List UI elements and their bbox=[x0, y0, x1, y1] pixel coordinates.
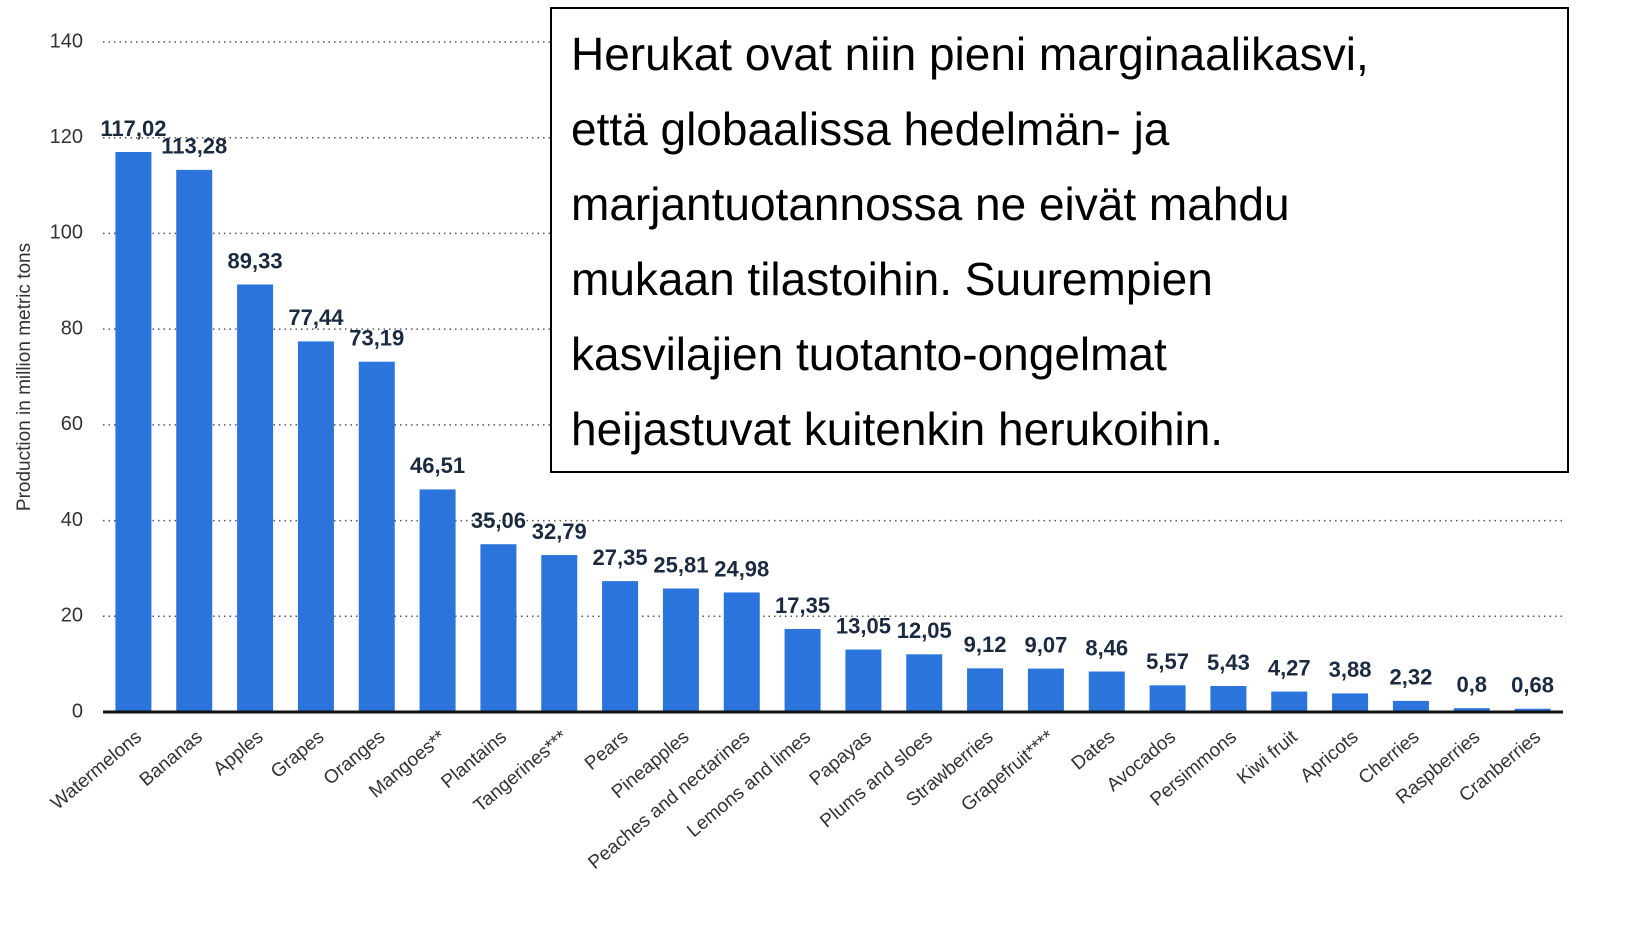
value-label: 8,46 bbox=[1085, 635, 1128, 660]
y-tick-label: 20 bbox=[61, 605, 83, 627]
x-tick-label: Apples bbox=[210, 727, 268, 780]
bar bbox=[784, 628, 821, 712]
value-label: 46,51 bbox=[410, 453, 465, 478]
bar bbox=[845, 649, 882, 712]
value-label: 77,44 bbox=[288, 305, 344, 330]
bar bbox=[1210, 686, 1247, 712]
value-label: 3,88 bbox=[1329, 657, 1372, 682]
y-tick-label: 80 bbox=[61, 317, 83, 339]
x-tick-label: Dates bbox=[1068, 727, 1120, 775]
annotation-line: Herukat ovat niin pieni marginaalikasvi, bbox=[571, 28, 1369, 80]
y-tick-label: 100 bbox=[50, 222, 83, 244]
bar bbox=[237, 284, 274, 712]
annotation-line: kasvilajien tuotanto-ongelmat bbox=[571, 328, 1167, 380]
value-label: 113,28 bbox=[161, 134, 227, 159]
value-label: 0,8 bbox=[1456, 672, 1487, 697]
bar bbox=[602, 581, 639, 712]
bar bbox=[967, 668, 1004, 712]
bar bbox=[480, 544, 517, 712]
bar bbox=[1392, 700, 1429, 712]
bar bbox=[723, 592, 760, 712]
bar bbox=[1149, 685, 1186, 712]
value-label: 13,05 bbox=[836, 613, 891, 638]
y-tick-label: 120 bbox=[50, 126, 83, 148]
value-label: 27,35 bbox=[593, 545, 648, 570]
value-label: 9,12 bbox=[964, 632, 1007, 657]
annotation-line: marjantuotannossa ne eivät mahdu bbox=[571, 178, 1290, 230]
bar bbox=[906, 654, 943, 712]
value-label: 5,43 bbox=[1207, 650, 1250, 675]
value-label: 9,07 bbox=[1025, 632, 1068, 657]
y-tick-label: 40 bbox=[61, 509, 83, 531]
value-label: 0,68 bbox=[1511, 673, 1554, 698]
value-label: 117,02 bbox=[100, 116, 166, 141]
bar bbox=[1332, 693, 1369, 712]
value-label: 2,32 bbox=[1390, 665, 1433, 690]
bar bbox=[541, 555, 578, 712]
x-tick-label: Bananas bbox=[136, 727, 207, 791]
x-tick-label: Pears bbox=[581, 727, 633, 775]
value-label: 89,33 bbox=[228, 248, 283, 273]
bar bbox=[358, 361, 395, 712]
y-tick-label: 140 bbox=[50, 30, 83, 52]
annotation-box bbox=[550, 7, 1569, 473]
value-label: 32,79 bbox=[532, 519, 587, 544]
x-tick-label: Plums and sloes bbox=[816, 727, 936, 833]
annotation-line: heijastuvat kuitenkin herukoihin. bbox=[571, 403, 1223, 455]
bar bbox=[1027, 668, 1064, 712]
annotation-line: mukaan tilastoihin. Suurempien bbox=[571, 253, 1213, 305]
x-tick-label: Kiwi fruit bbox=[1233, 726, 1302, 789]
x-tick-label: Watermelons bbox=[47, 727, 146, 815]
value-label: 12,05 bbox=[897, 618, 952, 643]
value-label: 73,19 bbox=[349, 326, 404, 351]
bar bbox=[1271, 691, 1308, 712]
value-label: 24,98 bbox=[714, 556, 769, 581]
bar bbox=[419, 489, 456, 712]
value-label: 4,27 bbox=[1268, 655, 1311, 680]
annotation-line: että globaalissa hedelmän- ja bbox=[571, 103, 1170, 155]
y-axis-label: Production in million metric tons bbox=[14, 243, 35, 511]
bar bbox=[1514, 708, 1551, 712]
y-tick-label: 0 bbox=[72, 700, 83, 722]
bar bbox=[662, 588, 699, 712]
y-tick-label: 60 bbox=[61, 413, 83, 435]
value-label: 25,81 bbox=[653, 552, 708, 577]
value-label: 5,57 bbox=[1146, 649, 1189, 674]
bar bbox=[115, 151, 152, 712]
bar bbox=[1088, 671, 1125, 712]
bar bbox=[1453, 708, 1490, 712]
bar bbox=[297, 341, 334, 712]
x-tick-label: Apricots bbox=[1296, 727, 1362, 787]
bar bbox=[176, 169, 213, 713]
x-tick-label: Grapes bbox=[267, 727, 328, 783]
value-label: 35,06 bbox=[471, 508, 526, 533]
value-label: 17,35 bbox=[775, 593, 830, 618]
